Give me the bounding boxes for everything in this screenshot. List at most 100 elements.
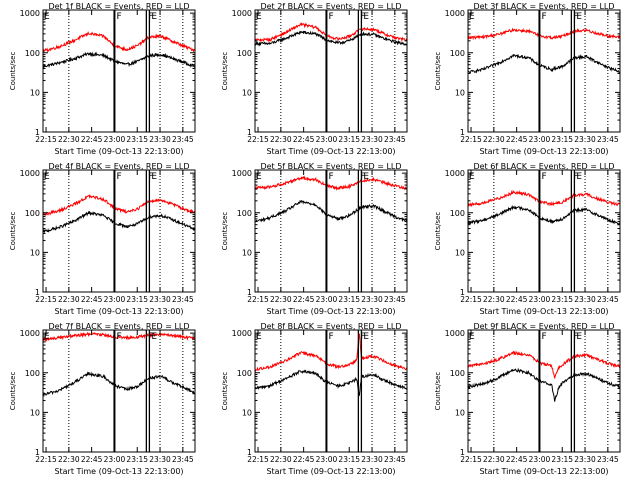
series-line-events bbox=[255, 199, 407, 223]
x-tick-label: 22:15 bbox=[247, 455, 269, 464]
marker-label-2: F bbox=[116, 12, 121, 22]
marker-label-4: E bbox=[576, 12, 582, 22]
y-axis-label: Counts/sec bbox=[221, 372, 229, 411]
chart-panel-4: Det 4f BLACK = Events, RED = LLD Counts/s… bbox=[9, 162, 196, 316]
x-axis-label: Start Time (09-Oct-13 22:13:00) bbox=[266, 467, 395, 476]
series-line-lld bbox=[43, 31, 195, 53]
x-axis-label: Start Time (09-Oct-13 22:13:00) bbox=[479, 147, 608, 156]
x-tick-label: 23:00 bbox=[104, 135, 126, 144]
chart-title: Det 2f BLACK = Events, RED = LLD bbox=[260, 2, 401, 11]
y-tick-label: 100 bbox=[25, 49, 40, 58]
x-tick-label: 23:15 bbox=[126, 455, 148, 464]
y-tick-label: 1 bbox=[247, 288, 252, 297]
x-tick-label: 22:30 bbox=[270, 135, 292, 144]
x-tick-label: 23:30 bbox=[361, 455, 383, 464]
x-tick-label: 22:45 bbox=[293, 295, 315, 304]
x-tick-label: 23:45 bbox=[172, 455, 194, 464]
series-line-lld bbox=[255, 333, 407, 373]
x-tick-label: 23:30 bbox=[361, 295, 383, 304]
marker-label-3: F bbox=[360, 172, 365, 182]
chart-title: Det 4f BLACK = Events, RED = LLD bbox=[48, 162, 189, 171]
y-tick-label: 1000 bbox=[445, 169, 465, 178]
marker-label-3: F bbox=[148, 172, 153, 182]
x-tick-label: 23:15 bbox=[126, 135, 148, 144]
y-axis-label: Counts/sec bbox=[434, 212, 442, 251]
chart-title: Det 6f BLACK = Events, RED = LLD bbox=[473, 162, 614, 171]
x-tick-label: 22:45 bbox=[506, 135, 528, 144]
chart-panel-2: Det 2f BLACK = Events, RED = LLD Counts/s… bbox=[221, 2, 408, 156]
y-tick-label: 100 bbox=[237, 209, 252, 218]
x-tick-label: 22:15 bbox=[460, 135, 482, 144]
x-tick-label: 23:00 bbox=[104, 295, 126, 304]
plot-frame bbox=[42, 329, 196, 453]
plot-frame bbox=[254, 329, 408, 453]
y-tick-label: 100 bbox=[25, 209, 40, 218]
marker-label-3: F bbox=[360, 332, 365, 342]
marker-label-3: F bbox=[360, 12, 365, 22]
marker-label-3: F bbox=[573, 332, 578, 342]
series-line-events bbox=[43, 210, 195, 233]
x-tick-label: 23:15 bbox=[551, 455, 573, 464]
marker-label-2: F bbox=[541, 172, 546, 182]
x-tick-label: 23:45 bbox=[597, 135, 619, 144]
x-tick-label: 23:15 bbox=[338, 455, 360, 464]
x-tick-label: 22:15 bbox=[460, 455, 482, 464]
x-tick-label: 22:15 bbox=[247, 135, 269, 144]
y-tick-label: 100 bbox=[450, 49, 465, 58]
chart-title: Det 5f BLACK = Events, RED = LLD bbox=[260, 162, 401, 171]
x-axis-label: Start Time (09-Oct-13 22:13:00) bbox=[266, 147, 395, 156]
y-tick-label: 1 bbox=[460, 128, 465, 137]
series-line-events bbox=[468, 53, 620, 75]
x-tick-label: 22:45 bbox=[81, 295, 103, 304]
y-tick-label: 1000 bbox=[232, 329, 252, 338]
chart-title: Det 7f BLACK = Events, RED = LLD bbox=[48, 322, 189, 331]
marker-label-3: F bbox=[148, 12, 153, 22]
marker-label-1: E bbox=[44, 332, 50, 342]
chart-panel-9: Det 9f BLACK = Events, RED = LLD Counts/s… bbox=[434, 322, 621, 476]
x-tick-label: 23:15 bbox=[551, 135, 573, 144]
y-tick-label: 10 bbox=[242, 248, 252, 257]
y-tick-label: 100 bbox=[25, 369, 40, 378]
plot-frame bbox=[42, 169, 196, 293]
chart-panel-8: Det 8f BLACK = Events, RED = LLD Counts/s… bbox=[221, 322, 408, 476]
marker-label-1: E bbox=[256, 332, 262, 342]
marker-label-1: E bbox=[469, 332, 475, 342]
marker-label-1: E bbox=[256, 172, 262, 182]
marker-label-3: F bbox=[573, 12, 578, 22]
series-line-events bbox=[468, 367, 620, 402]
y-tick-label: 1 bbox=[247, 128, 252, 137]
series-line-lld bbox=[255, 175, 407, 191]
y-tick-label: 10 bbox=[30, 408, 40, 417]
y-axis-label: Counts/sec bbox=[221, 212, 229, 251]
y-axis-label: Counts/sec bbox=[221, 52, 229, 91]
y-tick-label: 1000 bbox=[20, 169, 40, 178]
series-line-lld bbox=[468, 27, 620, 41]
series-line-events bbox=[43, 51, 195, 69]
series-line-lld bbox=[43, 194, 195, 217]
x-tick-label: 23:00 bbox=[529, 455, 551, 464]
x-tick-label: 23:00 bbox=[316, 295, 338, 304]
marker-label-4: E bbox=[151, 12, 157, 22]
marker-label-4: E bbox=[363, 172, 369, 182]
chart-title: Det 3f BLACK = Events, RED = LLD bbox=[473, 2, 614, 11]
x-tick-label: 22:15 bbox=[35, 295, 57, 304]
y-tick-label: 100 bbox=[237, 369, 252, 378]
x-axis-label: Start Time (09-Oct-13 22:13:00) bbox=[266, 307, 395, 316]
x-tick-label: 22:30 bbox=[483, 295, 505, 304]
marker-label-3: F bbox=[148, 332, 153, 342]
y-tick-label: 1 bbox=[35, 288, 40, 297]
marker-label-2: F bbox=[328, 332, 333, 342]
x-tick-label: 23:00 bbox=[104, 455, 126, 464]
x-tick-label: 23:15 bbox=[338, 135, 360, 144]
y-tick-label: 10 bbox=[30, 248, 40, 257]
x-tick-label: 23:45 bbox=[172, 295, 194, 304]
marker-label-1: E bbox=[469, 12, 475, 22]
plot-frame bbox=[42, 9, 196, 133]
marker-label-2: F bbox=[541, 332, 546, 342]
x-tick-label: 23:00 bbox=[316, 135, 338, 144]
x-tick-label: 22:45 bbox=[506, 455, 528, 464]
y-tick-label: 1 bbox=[247, 448, 252, 457]
y-tick-label: 1 bbox=[35, 128, 40, 137]
x-tick-label: 22:30 bbox=[270, 295, 292, 304]
